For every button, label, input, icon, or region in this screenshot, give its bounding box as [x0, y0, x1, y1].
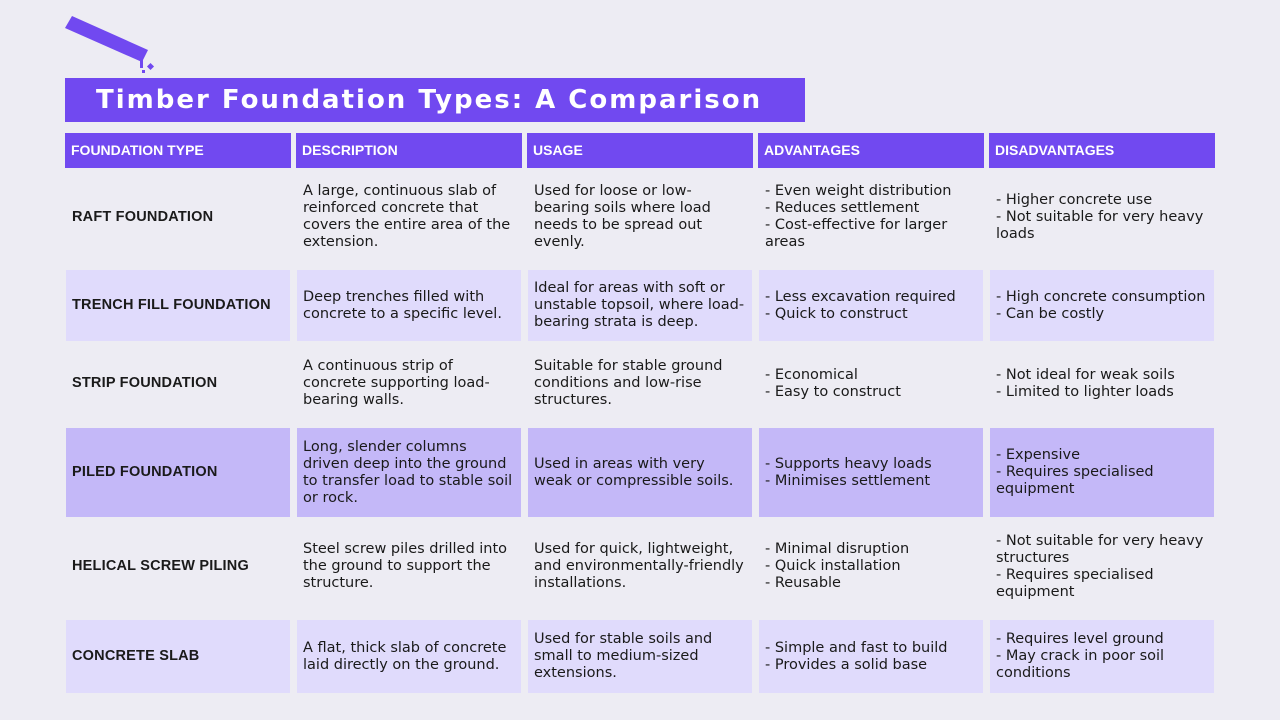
row-piled-usage: Used in areas with very weak or compress… — [528, 428, 752, 517]
comparison-table: FOUNDATION TYPE DESCRIPTION USAGE ADVANT… — [65, 133, 1215, 695]
title-banner: Timber Foundation Types: A Comparison — [65, 78, 805, 122]
row-piled-description: Long, slender columns driven deep into t… — [297, 428, 521, 517]
trowel-icon — [65, 16, 155, 73]
row-piled-disadvantages: - Expensive - Requires specialised equip… — [990, 428, 1214, 517]
row-slab-disadvantages: - Requires level ground - May crack in p… — [990, 620, 1214, 693]
row-trench-description: Deep trenches filled with concrete to a … — [297, 270, 521, 341]
row-helical-usage: Used for quick, lightweight, and environ… — [534, 541, 744, 591]
row-slab-usage: Used for stable soils and small to mediu… — [528, 620, 752, 693]
row-slab-advantages: - Simple and fast to build - Provides a … — [759, 620, 983, 693]
row-piled-type: PILED FOUNDATION — [66, 428, 290, 517]
row-raft-advantages: - Even weight distribution - Reduces set… — [765, 183, 952, 250]
row-slab-description: A flat, thick slab of concrete laid dire… — [297, 620, 521, 693]
row-helical-disadvantages: - Not suitable for very heavy structures… — [996, 532, 1204, 600]
row-raft-description: A large, continuous slab of reinforced c… — [303, 183, 511, 250]
row-strip-description: A continuous strip of concrete supportin… — [303, 358, 490, 408]
page-title: Timber Foundation Types: A Comparison — [96, 85, 763, 115]
row-helical-advantages: - Minimal disruption - Quick installatio… — [765, 541, 910, 591]
row-strip-advantages: - Economical - Easy to construct — [765, 366, 901, 400]
row-raft-disadvantages: - Higher concrete use - Not suitable for… — [996, 191, 1204, 242]
header-description: DESCRIPTION — [296, 133, 522, 168]
row-raft-usage: Used for loose or low-bearing soils wher… — [534, 183, 711, 250]
row-strip-type: STRIP FOUNDATION — [72, 375, 218, 391]
row-slab-type: CONCRETE SLAB — [66, 620, 290, 693]
row-trench-type: TRENCH FILL FOUNDATION — [66, 270, 290, 341]
row-raft-type: RAFT FOUNDATION — [72, 208, 214, 225]
row-trench-disadvantages: - High concrete consumption - Can be cos… — [990, 270, 1214, 341]
header-advantages: ADVANTAGES — [758, 133, 984, 168]
row-strip-usage: Suitable for stable ground conditions an… — [534, 358, 723, 408]
row-helical-type: HELICAL SCREW PILING — [72, 558, 249, 574]
header-disadvantages: DISADVANTAGES — [989, 133, 1215, 168]
row-strip-disadvantages: - Not ideal for weak soils - Limited to … — [996, 366, 1175, 400]
row-trench-usage: Ideal for areas with soft or unstable to… — [528, 270, 752, 341]
row-helical-description: Steel screw piles drilled into the groun… — [303, 541, 508, 591]
row-piled-advantages: - Supports heavy loads - Minimises settl… — [759, 428, 983, 517]
row-trench-advantages: - Less excavation required - Quick to co… — [759, 270, 983, 341]
header-foundation-type: FOUNDATION TYPE — [65, 133, 291, 168]
header-usage: USAGE — [527, 133, 753, 168]
